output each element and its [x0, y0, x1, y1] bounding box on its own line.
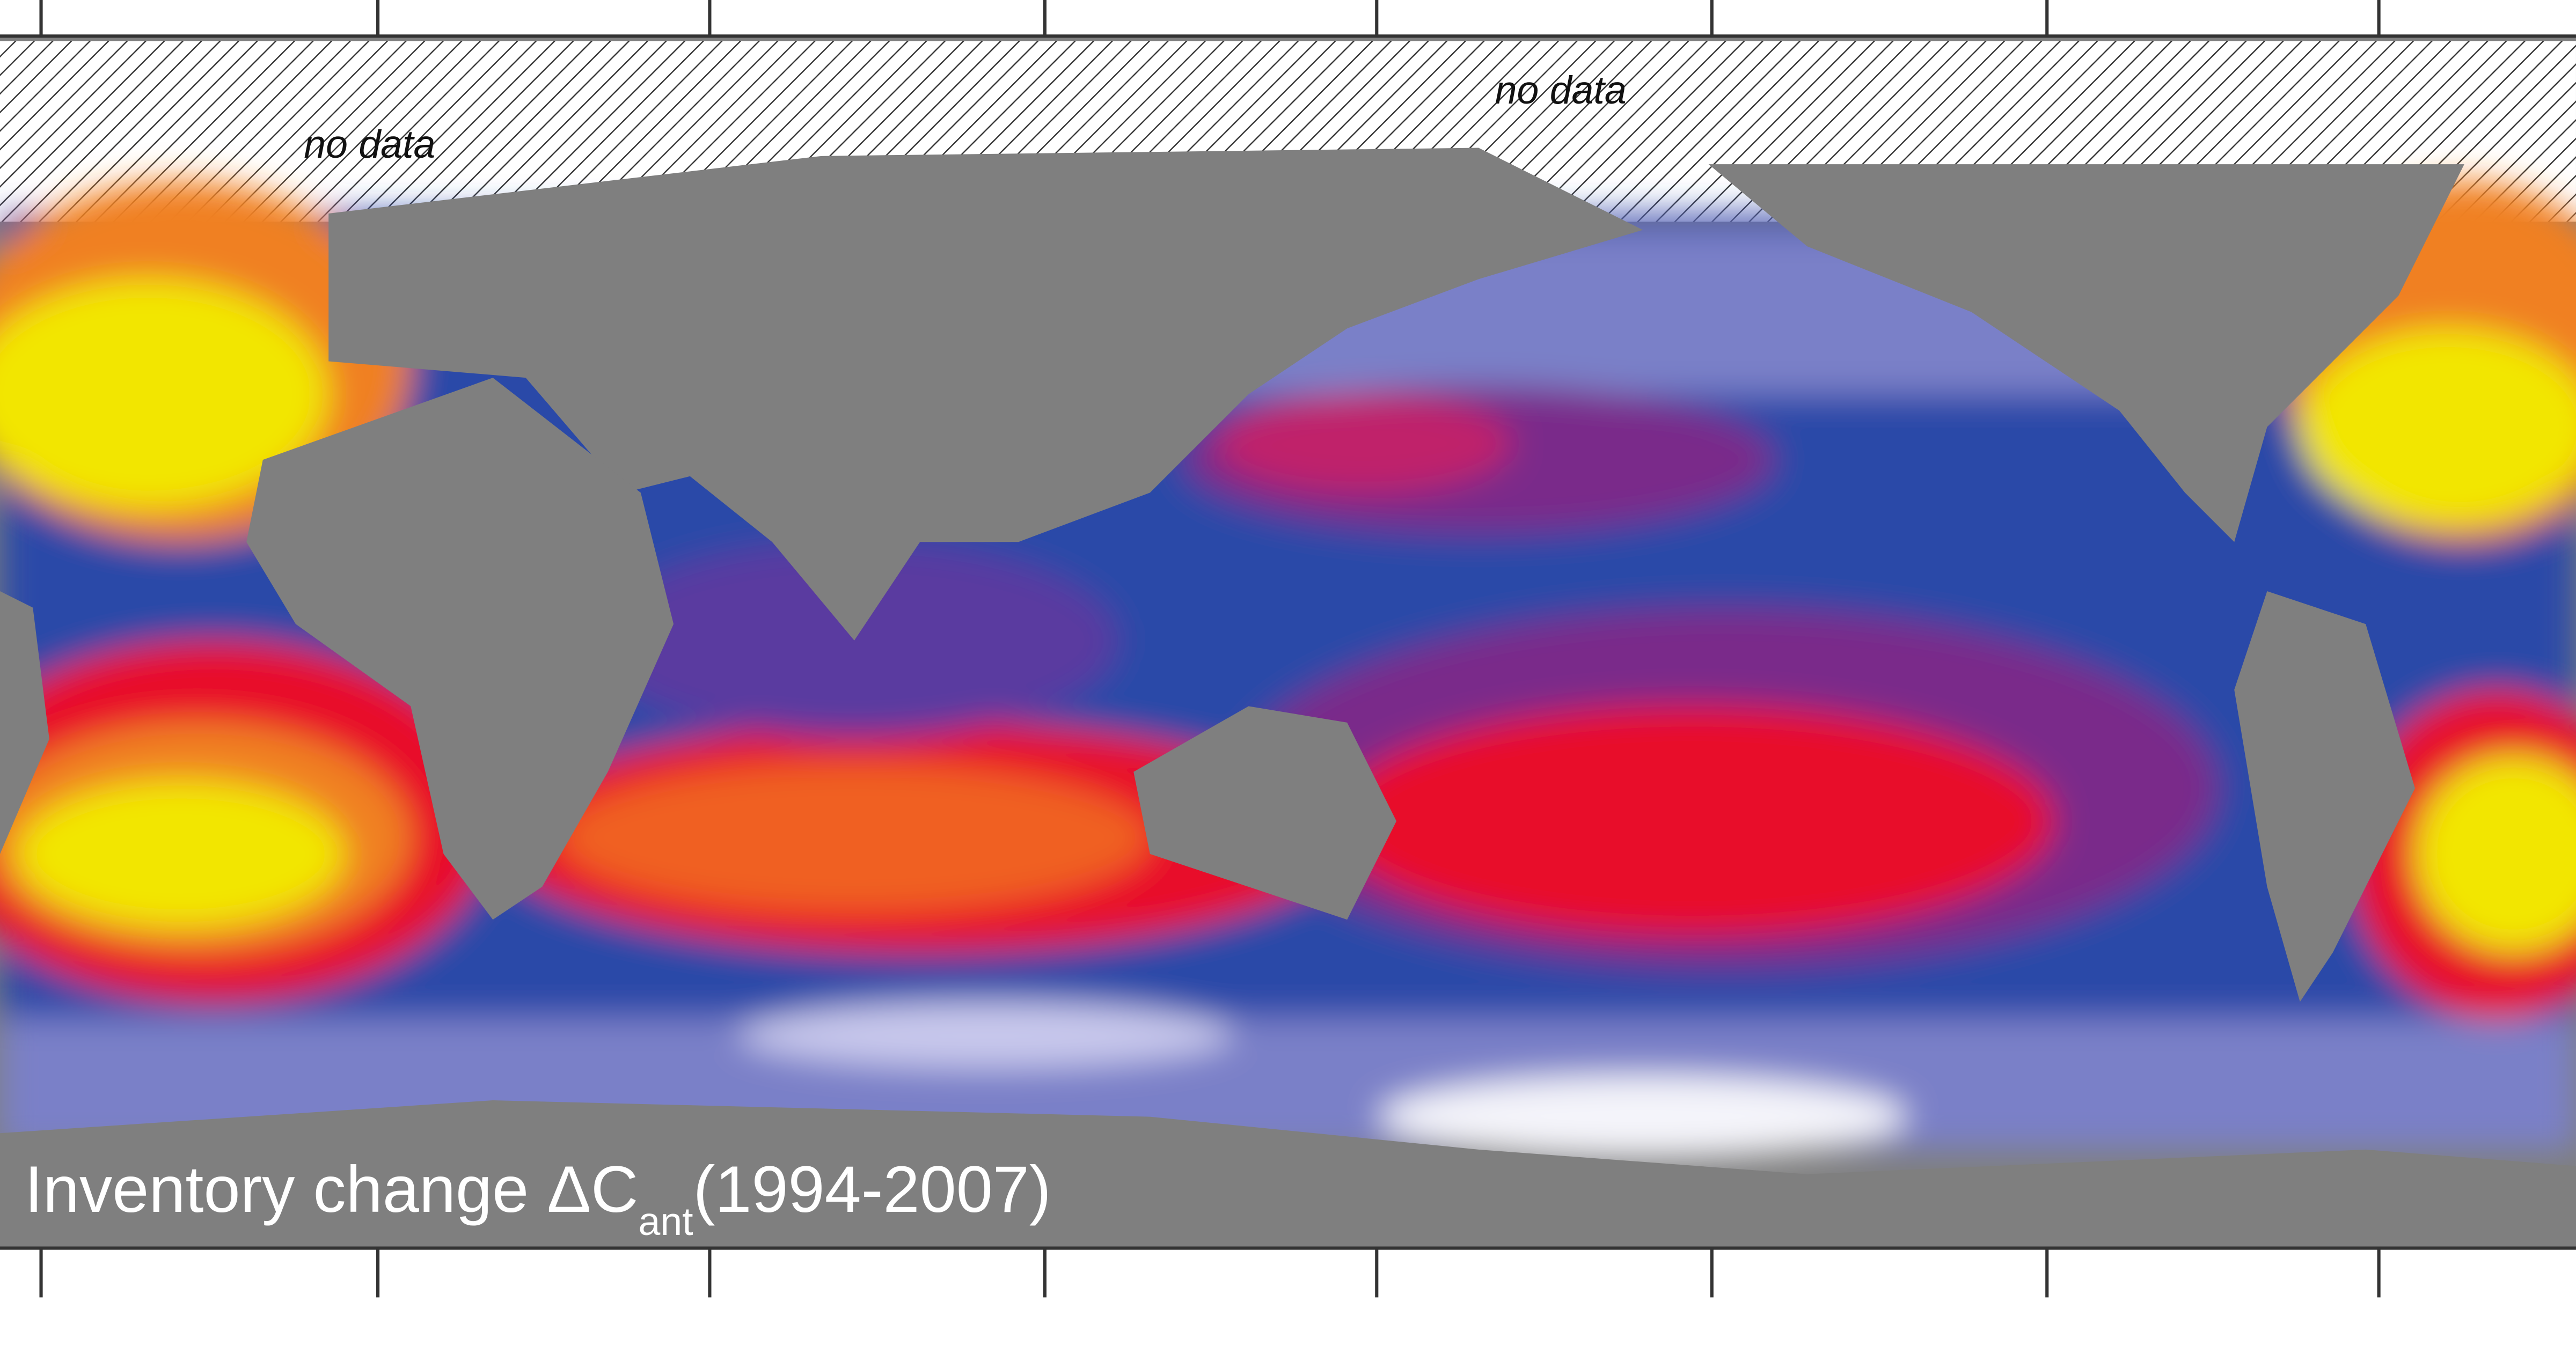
title-main: Inventory change ΔC — [25, 1152, 639, 1226]
map-title: Inventory change ΔCant(1994-2007) — [25, 1152, 1051, 1244]
land — [0, 148, 2576, 1248]
annotation: no data — [1495, 68, 1627, 112]
map-body: no data no data Inventory change ΔCant(1… — [0, 0, 2576, 1298]
frame — [0, 0, 2576, 1298]
title-subscript: ant — [638, 1199, 693, 1244]
annotation: no data — [304, 122, 435, 166]
title-period: (1994-2007) — [693, 1152, 1051, 1226]
